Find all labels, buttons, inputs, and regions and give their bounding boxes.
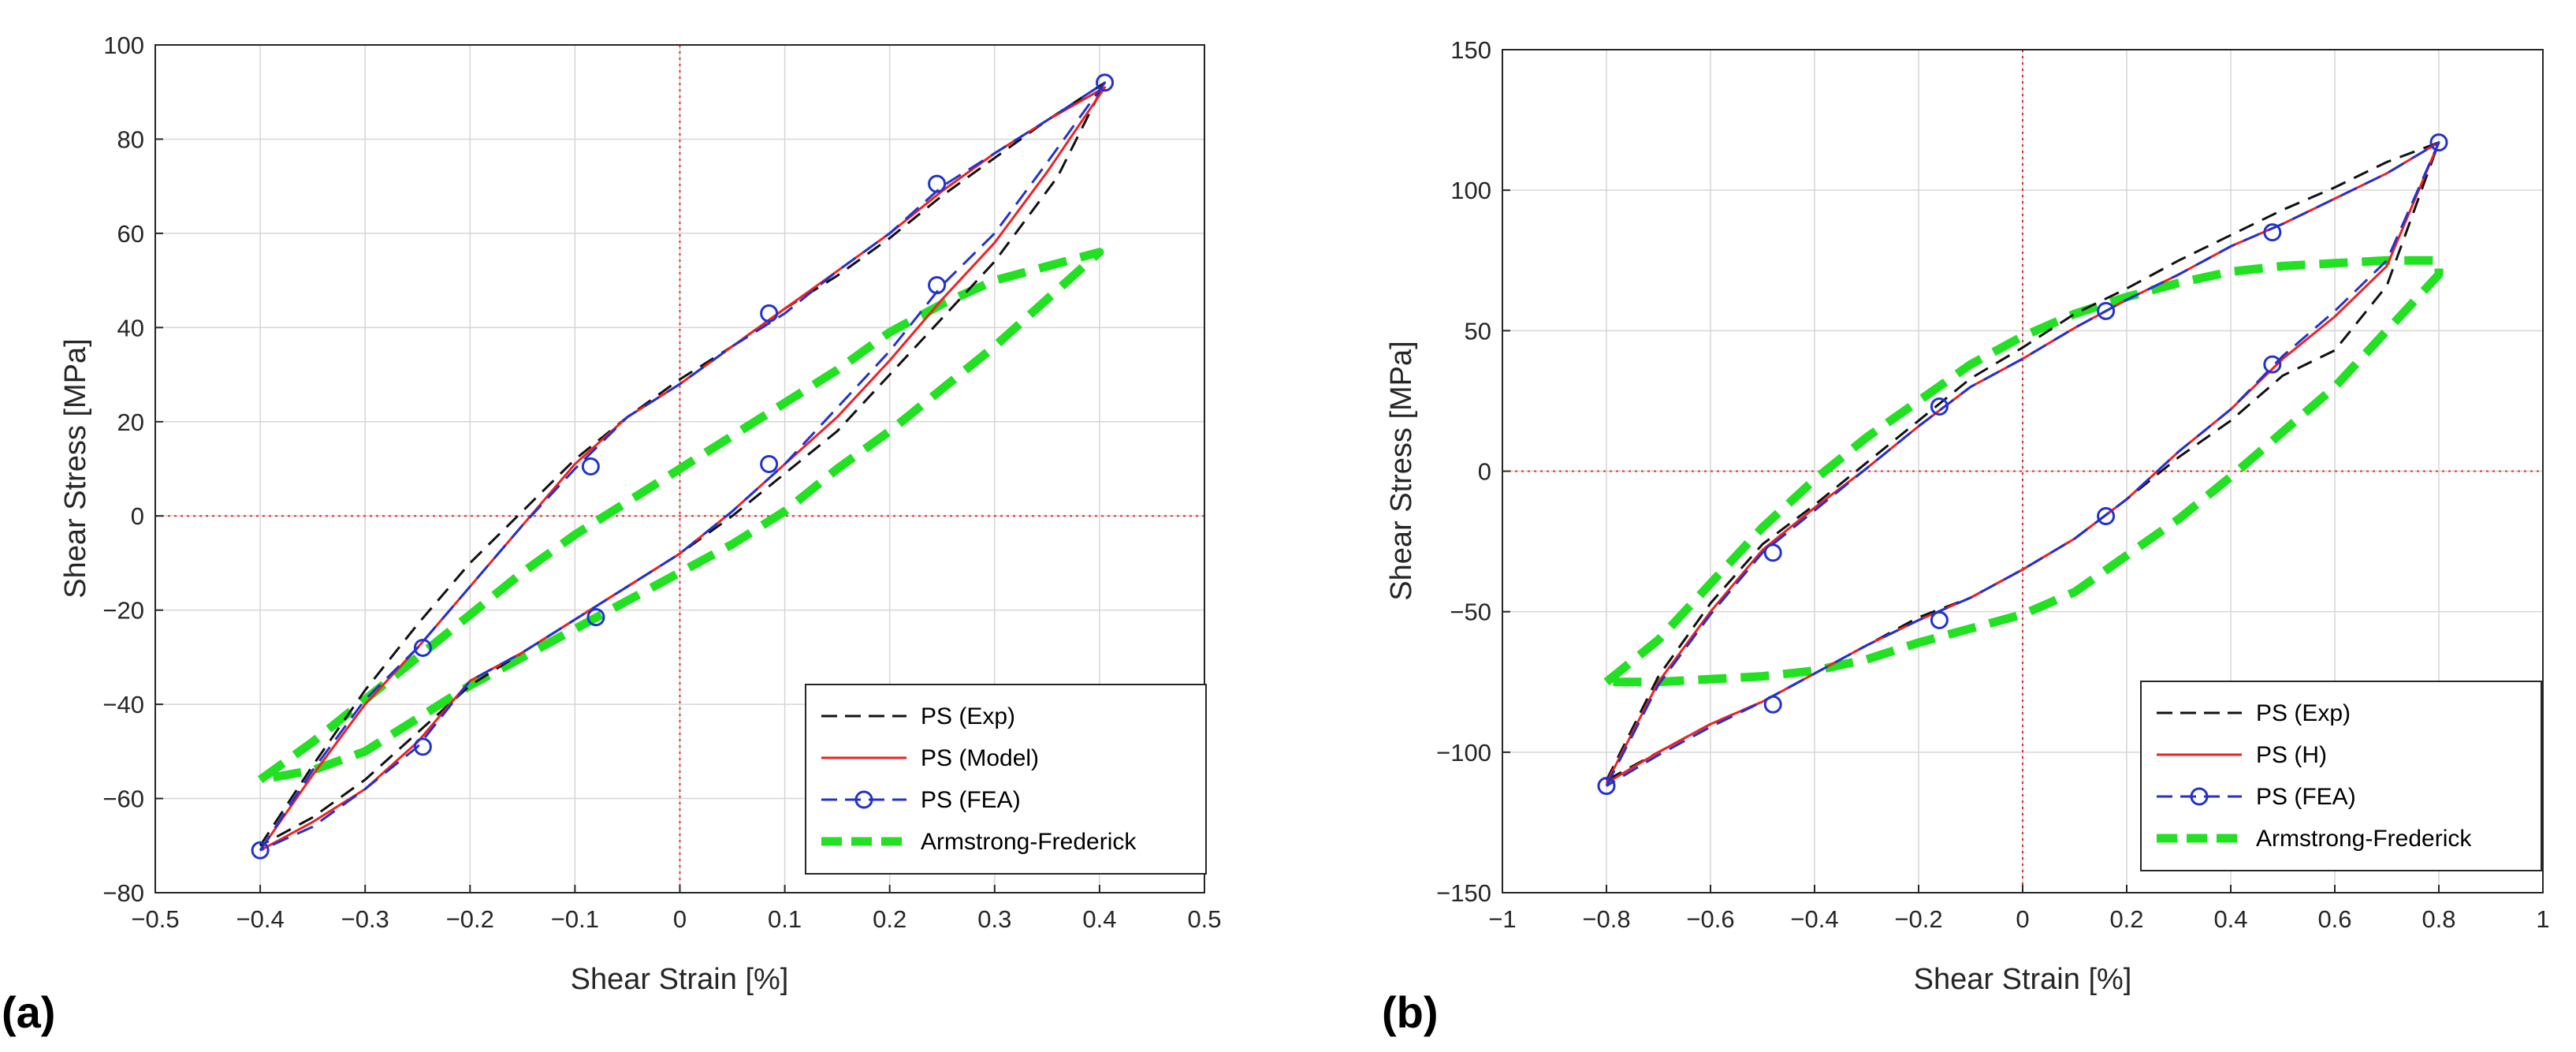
y-tick-label: −20 <box>102 597 144 625</box>
y-tick-label: 40 <box>117 314 144 341</box>
data-point-marker <box>1763 543 1782 562</box>
data-point-marker <box>760 455 779 474</box>
legend-label: Armstrong-Frederick <box>2256 826 2472 852</box>
legend: PS (Exp) PS (Model) PS (FEA) Armstrong-Fred… <box>805 684 1207 875</box>
chart-panel-b: −1 −0.8 −0.6 −0.4 −0.2 0 0.2 0.4 0.6 0.8 1 −150 −10… <box>1382 36 2550 1037</box>
x-tick-label: −0.2 <box>446 905 494 933</box>
x-tick-label: −0.6 <box>1686 905 1734 933</box>
data-point-marker <box>1763 695 1782 714</box>
data-point-marker <box>1597 777 1616 796</box>
x-axis-label: Shear Strain [%] <box>571 963 789 996</box>
zero-reference-lines <box>1502 50 2543 893</box>
x-tick-labels: −1 −0.8 −0.6 −0.4 −0.2 0 0.2 0.4 0.6 0.8 1 <box>1488 885 2550 933</box>
legend-label: Armstrong-Frederick <box>921 829 1137 855</box>
y-tick-label: −80 <box>102 879 144 907</box>
data-point-marker <box>2429 133 2448 152</box>
x-tick-label: 0.5 <box>1187 905 1221 933</box>
legend-label: PS (FEA) <box>921 787 1021 813</box>
legend-marker <box>854 790 873 809</box>
legend-label: PS (Model) <box>921 745 1039 771</box>
y-tick-labels: −150 −100 −50 0 50 100 150 <box>1436 36 1510 907</box>
x-tick-label: 0.1 <box>768 905 802 933</box>
y-tick-labels: −80 −60 −40 −20 0 20 40 60 80 100 <box>102 32 163 907</box>
series-layer <box>1597 133 2448 796</box>
data-point-marker <box>1096 73 1115 92</box>
series-layer <box>251 73 1115 860</box>
data-point-marker <box>413 737 432 756</box>
series-line-armstrong-frederick <box>1603 256 2444 687</box>
y-tick-label: 100 <box>1450 177 1491 204</box>
x-tick-label: 1 <box>2536 905 2549 933</box>
legend-label: PS (H) <box>2256 742 2327 768</box>
series-line-ps-fea <box>1605 141 2440 787</box>
data-point-marker <box>251 841 270 860</box>
x-tick-label: −0.4 <box>236 905 284 933</box>
x-tick-label: 0.2 <box>873 905 906 933</box>
y-tick-label: 80 <box>117 125 144 153</box>
data-point-marker <box>581 457 600 476</box>
series-line-armstrong-frederick <box>257 248 1104 785</box>
y-tick-label: −50 <box>1450 599 1491 626</box>
y-tick-label: 0 <box>131 502 144 530</box>
chart-panel-a: −0.5 −0.4 −0.3 −0.2 −0.1 0 0.1 0.2 0.3 0.4 0.5 −80… <box>2 32 1222 1037</box>
x-tick-label: −0.5 <box>131 905 179 933</box>
data-point-marker <box>2263 223 2282 242</box>
x-tick-label: −0.3 <box>341 905 389 933</box>
y-tick-label: 20 <box>117 408 144 436</box>
legend: PS (Exp) PS (H) PS (FEA) Armstrong-Frederic… <box>2140 681 2542 871</box>
y-tick-label: 0 <box>1478 458 1491 486</box>
x-tick-label: 0.6 <box>2317 905 2351 933</box>
data-point-marker <box>760 304 779 323</box>
x-tick-label: 0.4 <box>1082 905 1116 933</box>
data-point-marker <box>928 276 947 295</box>
x-tick-label: −0.1 <box>551 905 599 933</box>
y-tick-label: −100 <box>1436 739 1491 767</box>
legend-label: PS (FEA) <box>2256 784 2356 810</box>
y-tick-label: 60 <box>117 220 144 248</box>
x-tick-label: 0.3 <box>977 905 1011 933</box>
y-axis-label: Shear Stress [MPa] <box>1385 341 1418 600</box>
legend-label: PS (Exp) <box>921 703 1015 729</box>
panel-label-a: (a) <box>2 987 55 1037</box>
y-tick-label: 50 <box>1465 317 1491 345</box>
x-tick-label: −1 <box>1488 905 1516 933</box>
legend-label: PS (Exp) <box>2256 700 2351 726</box>
x-tick-label: −0.2 <box>1894 905 1942 933</box>
x-tick-label: 0.2 <box>2109 905 2143 933</box>
x-tick-label: 0 <box>2016 905 2029 933</box>
x-tick-label: 0 <box>673 905 687 933</box>
x-tick-label: −0.8 <box>1582 905 1630 933</box>
data-point-marker <box>1930 397 1949 416</box>
data-point-marker <box>413 638 432 657</box>
data-point-marker <box>586 608 605 627</box>
data-point-marker <box>2263 355 2282 374</box>
y-tick-label: −60 <box>102 785 144 813</box>
y-tick-label: −150 <box>1436 879 1491 907</box>
x-tick-label: −0.4 <box>1790 905 1838 933</box>
x-tick-label: 0.8 <box>2422 905 2455 933</box>
data-point-marker <box>2097 301 2116 320</box>
data-point-marker <box>2097 507 2116 526</box>
legend-marker <box>2190 787 2209 806</box>
panel-label-b: (b) <box>1382 987 1439 1037</box>
y-tick-label: −40 <box>102 691 144 718</box>
data-point-marker <box>1930 610 1949 629</box>
x-axis-label: Shear Strain [%] <box>1914 963 2132 996</box>
series-line-ps-fea <box>259 81 1107 852</box>
y-axis-label: Shear Stress [MPa] <box>59 338 92 598</box>
y-tick-label: 100 <box>103 32 144 59</box>
y-tick-label: 150 <box>1450 36 1491 64</box>
data-point-marker <box>928 174 947 193</box>
x-tick-label: 0.4 <box>2213 905 2247 933</box>
x-tick-labels: −0.5 −0.4 −0.3 −0.2 −0.1 0 0.1 0.2 0.3 0.4 0.5 <box>131 885 1222 933</box>
